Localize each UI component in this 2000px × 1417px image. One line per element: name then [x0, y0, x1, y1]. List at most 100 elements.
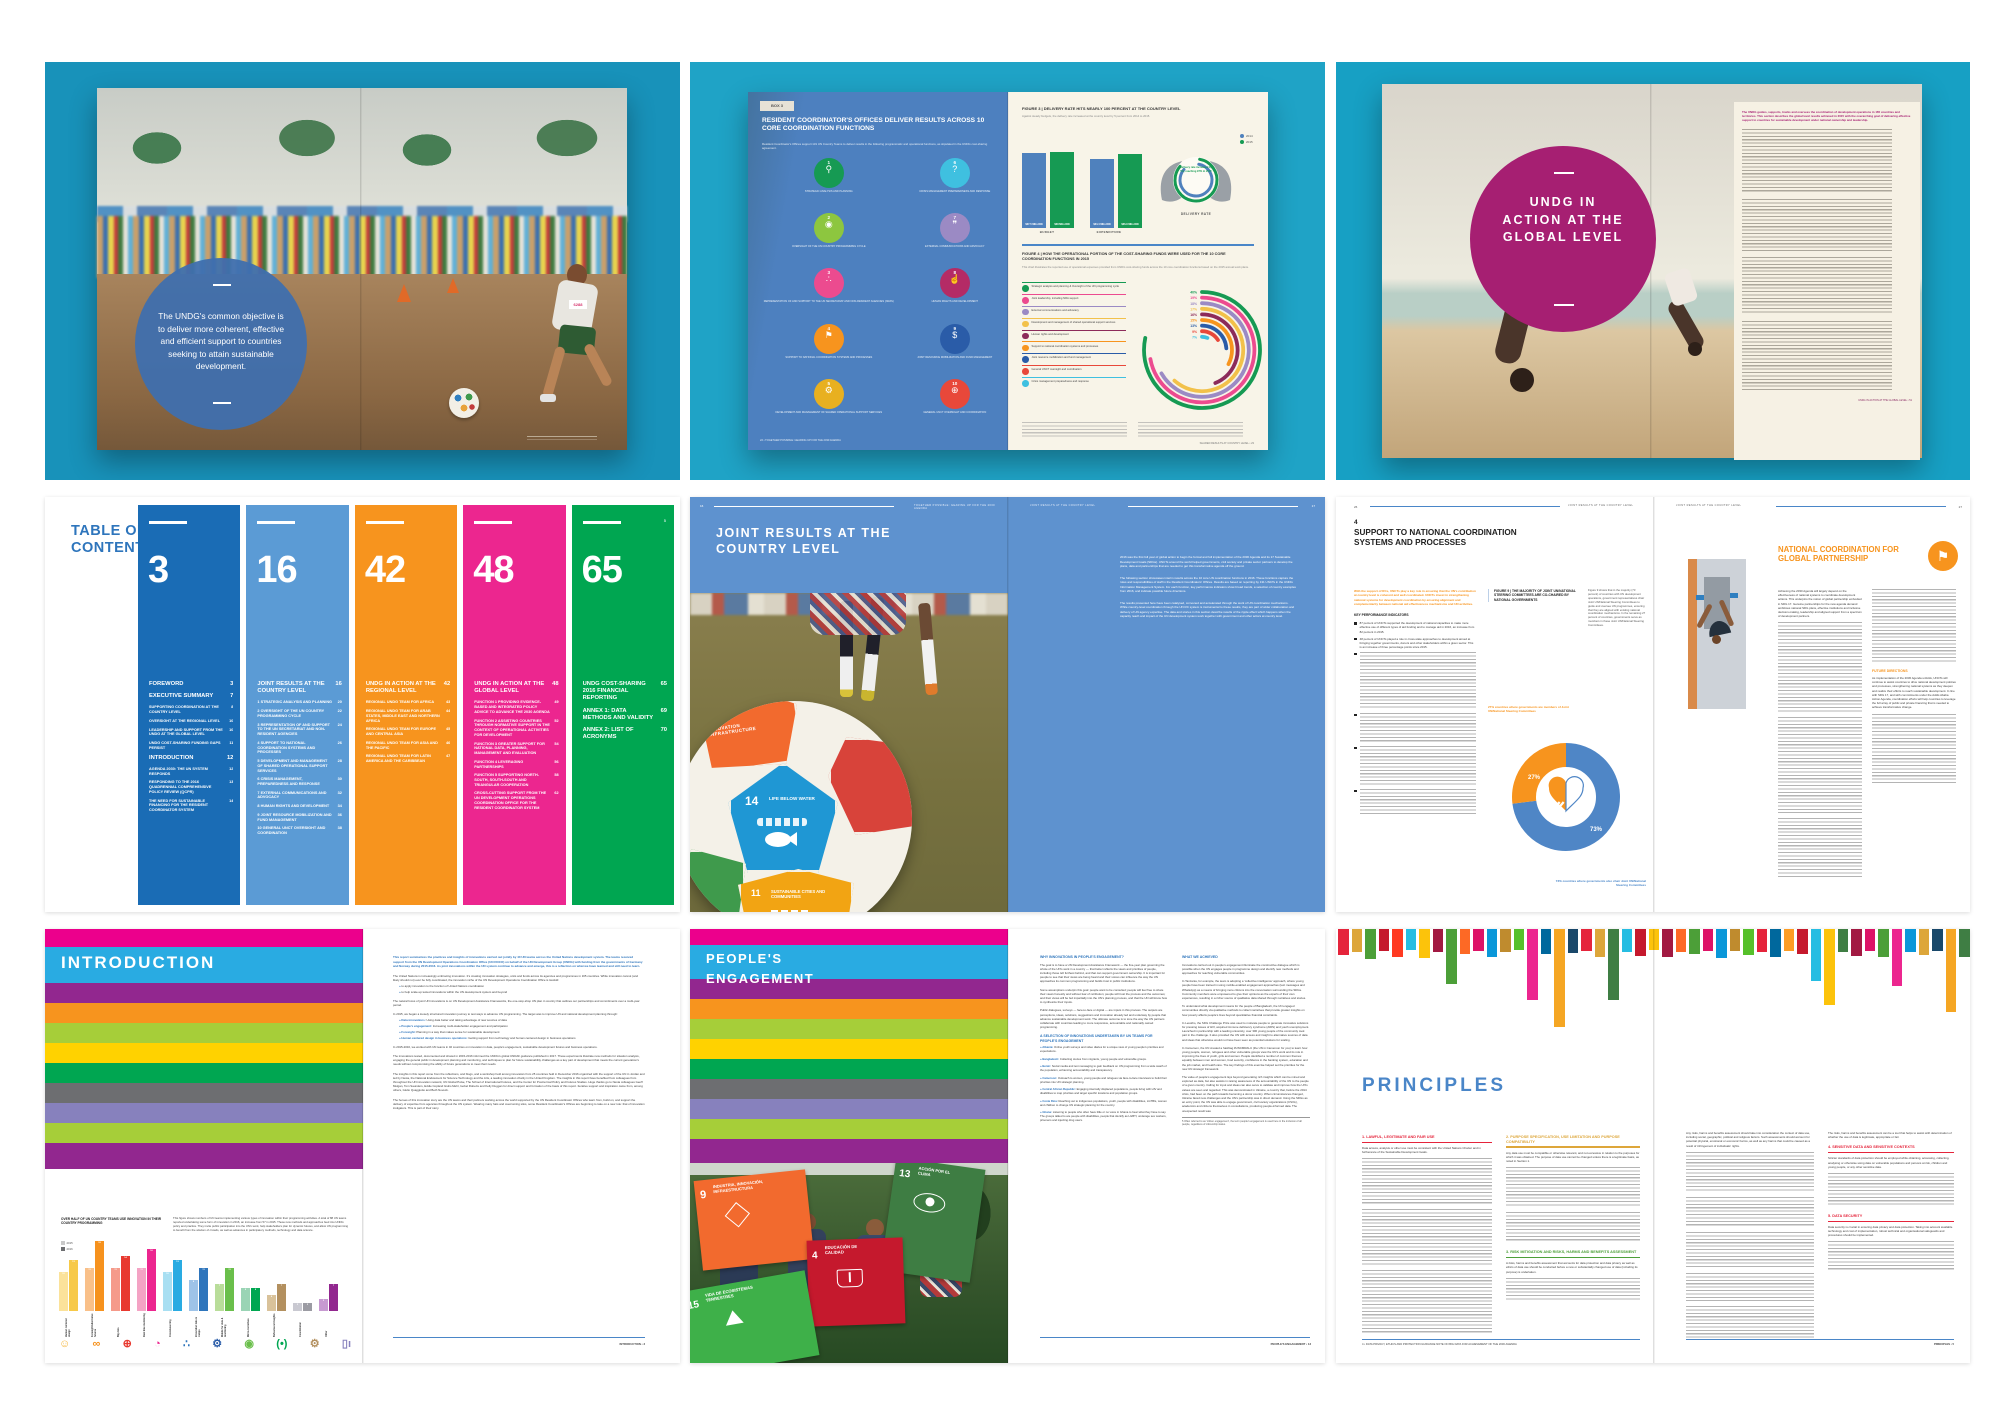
body-greek — [1362, 1158, 1492, 1205]
micro-narratives-chat-icon: (•) — [276, 1338, 288, 1350]
dash-bottom-icon — [213, 402, 231, 404]
sign-label: ACCIÓN POR EL CLIMA — [917, 1165, 951, 1178]
body-paragraph: The heroes of this innovation story are … — [393, 1097, 645, 1110]
function-circle-icon: 3 ∴ — [813, 268, 844, 299]
box-label: BOX 3 — [760, 101, 794, 111]
functions-subtitle: Resident Coordinator's Offices support 1… — [762, 142, 988, 151]
toc-column: 48 UNDG IN ACTION AT THE GLOBAL LEVEL 48 FU… — [463, 505, 566, 905]
heading-underline — [1362, 1141, 1492, 1143]
sdg-bar — [1378, 929, 1389, 951]
cubes-icon — [724, 1202, 751, 1228]
toc-item: EXECUTIVE SUMMARY 7 — [149, 693, 233, 700]
function-glyph-icon: ⚑ — [824, 329, 833, 340]
fig4-legend-label: Joint leadership, including NRA support — [1031, 297, 1079, 301]
legend-swatch-icon — [61, 1241, 65, 1245]
photo-breakdancer — [1688, 559, 1746, 709]
paragraph: To understand what development means for… — [1182, 1004, 1305, 1017]
page-gutter — [362, 929, 364, 1363]
toc-item-page: 47 — [445, 754, 451, 759]
bar-group: 11 16 Real time monitoring — [137, 1248, 160, 1337]
toc-item: Regional UNDG Team for Arab States, Midd… — [366, 709, 450, 723]
stripe-stack — [690, 929, 1008, 1163]
function-label: HUMAN RIGHTS AND DEVELOPMENT — [931, 300, 978, 304]
paragraph: In Lesotho, the SDG Challenge Prize was … — [1182, 1020, 1310, 1042]
toc-item-page: 36 — [337, 812, 342, 817]
color-stripe — [45, 983, 363, 1003]
cover-quote: The UNDG's common objective is to delive… — [157, 311, 284, 372]
left-page: INTRODUCTION OVER HALF OF UN COUNTRY TEA… — [45, 929, 363, 1363]
sdg-bar — [1608, 929, 1619, 1001]
legend-row: 2015 — [1240, 140, 1253, 144]
color-stripe — [690, 1079, 1008, 1099]
toc-item-page: 7 — [230, 693, 234, 700]
color-stripe — [690, 1039, 1008, 1059]
real-time-monitoring-clock-icon: ◔ — [154, 1338, 161, 1350]
column-rule-icon — [582, 521, 621, 524]
toc-item-title: Regional UNDG Team for Arab States, Midd… — [365, 709, 440, 723]
footer-rule-right — [1686, 1339, 1954, 1340]
toc-item-page: 69 — [660, 707, 668, 714]
toc-item-title: The need for sustainable financing for t… — [149, 798, 209, 812]
sdg-color-bars — [1338, 929, 1970, 1027]
function-number: 2 — [827, 215, 831, 221]
fig3-bar: $38 MILLION — [1050, 152, 1074, 228]
function-item: 3 ∴ REPRESENTATION OF AND SUPPORT TO THE U… — [760, 268, 898, 323]
toc-item: FUNCTION 1 Providing evidence-based and … — [474, 700, 558, 714]
functions-title: RESIDENT COORDINATOR'S OFFICES DELIVER R… — [762, 117, 985, 133]
kpi-heading: KEY PERFORMANCE INDICATORS — [1354, 613, 1409, 618]
color-stripe — [690, 929, 1008, 945]
sdg-bar — [1662, 929, 1673, 957]
bar-category-label: Mobile for data & monitoring — [221, 1317, 227, 1337]
toc-item-title: UNDG cost-sharing funding gaps persist — [149, 741, 221, 750]
section-divider — [1022, 244, 1254, 246]
function-circle-icon: 4 ⚑ — [813, 323, 844, 354]
body-greek — [1686, 1196, 1814, 1227]
fig9-donut-chart: 27% 73% — [1512, 743, 1620, 851]
bar-category-label: Foresight/alternative futures — [91, 1313, 97, 1337]
sdg-bar — [1648, 929, 1659, 950]
paragraph: The following section showcases interim … — [1120, 575, 1296, 594]
fig3-axis-labels: BUDGET EXPENDITURE — [1022, 230, 1146, 234]
toc-item-page: 12 — [226, 754, 234, 761]
bar-2015: 11 — [85, 1268, 94, 1311]
sdg-bar — [1756, 929, 1767, 952]
functions-grid: 1 ⚲ STRATEGIC ANALYSIS AND PLANNING 2 ◉ OVERS… — [760, 158, 996, 434]
color-stripe — [45, 1043, 363, 1063]
body-paragraph: In 2015-2016, we worked with UN teams in… — [393, 1044, 598, 1049]
toc-item-title: FUNCTION 1 Providing evidence-based and … — [474, 700, 550, 714]
fig4-legend-icon — [1022, 368, 1029, 375]
body-greek — [1362, 1209, 1492, 1266]
bar-value: 13 — [176, 1261, 179, 1264]
function-item: 9 $ JOINT RESOURCE MOBILIZATION AND FUND M… — [914, 323, 996, 379]
fig4-legend-label: Human rights and development — [1031, 332, 1069, 336]
column-rule-icon — [474, 521, 513, 524]
bar-2016: 16 — [147, 1248, 156, 1311]
bar-group: 11 14 Big data — [111, 1256, 134, 1337]
column-rule-icon — [149, 521, 187, 524]
toc-columns: 3 FOREWORD 3 EXECUTIVE SUMMARY 7 Supporting c… — [138, 505, 675, 905]
principle-3-paragraph: A risks, harms and benefits assessment t… — [1506, 1261, 1638, 1274]
ball-patch-red — [828, 737, 912, 835]
bar-2016: 11 — [199, 1268, 208, 1311]
title-circle: UNDG IN ACTION AT THE GLOBAL LEVEL — [1470, 146, 1656, 332]
function-circle-icon: 5 ⚙ — [813, 378, 844, 409]
toc-item-page: 62 — [554, 791, 559, 796]
body-greek — [1362, 1270, 1492, 1335]
spread-introduction: INTRODUCTION OVER HALF OF UN COUNTRY TEA… — [45, 929, 680, 1363]
legend-label: 2016 — [66, 1247, 73, 1251]
fig4-legend-row: Support to national coordination systems… — [1022, 341, 1126, 353]
sdg-bar — [1594, 929, 1605, 957]
bar-value: 2 — [296, 1304, 299, 1307]
spread-table-of-contents: TABLE OF CONTENTS 3 FOREWORD 3 EXECUTIVE SU… — [45, 497, 680, 912]
sdg-bar — [1878, 929, 1889, 957]
intro-paragraph: With the support of RCs, UNCTs play a ke… — [1354, 589, 1476, 607]
fig3-group-label: BUDGET — [1039, 230, 1055, 234]
dancer-shoe — [1696, 595, 1704, 600]
toc-item-title: 2 Oversight of the UN country programmin… — [257, 709, 325, 718]
function-number: 8 — [953, 270, 957, 276]
fig4-legend-label: Development and management of shared ope… — [1031, 320, 1116, 324]
toc-item-title: 6 Crisis management, preparedness and re… — [257, 777, 320, 787]
article-title: NATIONAL COORDINATION FOR GLOBAL PARTNER… — [1778, 545, 1899, 564]
body-greek — [1742, 256, 1892, 315]
footnote: 5 Often referred to as 'citizen engageme… — [1182, 1116, 1310, 1127]
